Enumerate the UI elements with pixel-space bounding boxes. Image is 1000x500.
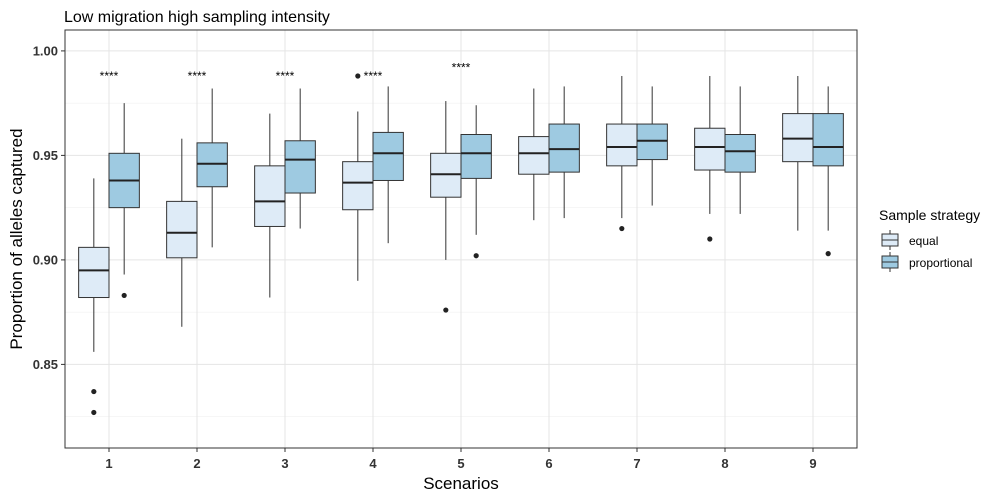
iqr-box [782,113,814,163]
iqr-box [812,113,844,167]
x-tick-label: 9 [809,456,816,471]
significance-label: **** [364,69,383,83]
outlier-point [443,307,449,313]
box-equal-7 [606,75,638,232]
y-tick-label: 1.00 [33,43,58,58]
iqr-box [518,136,550,175]
box-equal-8 [694,75,726,242]
box-equal-2 [166,138,198,327]
x-axis-title: Scenarios [423,474,499,493]
iqr-box [694,127,726,171]
box-proportional-1 [108,103,140,299]
outlier-point [121,292,127,299]
outlier-point [355,73,361,79]
box-equal-9 [782,75,814,231]
x-tick-label: 6 [545,456,552,471]
legend-label: proportional [909,256,972,270]
box-equal-1 [78,178,110,416]
iqr-box [196,142,228,188]
x-tick-label: 7 [633,456,640,471]
significance-label: **** [276,69,295,83]
legend-label: equal [909,234,938,248]
grid [65,30,857,448]
iqr-box [166,200,198,259]
x-tick-label: 2 [193,456,200,471]
outlier-point [707,236,713,242]
outlier-point [619,225,625,232]
significance-label: **** [100,69,119,83]
outlier-point [825,251,831,257]
legend-item-proportional: proportional [881,252,972,272]
boxes [78,73,844,416]
legend-title: Sample strategy [879,207,980,223]
significance-label: **** [188,69,207,83]
legend: Sample strategy equal proportional [879,207,980,272]
iqr-box [430,152,462,198]
box-proportional-4 [372,86,404,244]
iqr-box [636,123,668,161]
box-equal-6 [518,88,550,221]
box-equal-5 [430,101,462,313]
axes: 0.85 0.90 0.95 1.00 1 2 3 4 5 6 7 8 9 [33,43,817,471]
iqr-box [254,165,286,227]
iqr-box [548,123,580,173]
iqr-box [342,161,374,211]
x-tick-label: 1 [105,456,112,471]
box-equal-3 [254,113,286,298]
x-tick-label: 8 [721,456,728,471]
y-tick-label: 0.85 [33,357,58,372]
outlier-point [91,388,97,395]
box-proportional-2 [196,88,228,248]
iqr-box [460,134,492,179]
box-proportional-5 [460,105,492,259]
box-proportional-9 [812,86,844,257]
x-tick-label: 4 [369,456,377,471]
x-tick-label: 5 [457,456,464,471]
legend-item-equal: equal [881,230,938,250]
iqr-box [606,123,638,167]
y-tick-label: 0.90 [33,252,58,267]
significance-label: **** [452,61,471,75]
box-proportional-6 [548,86,580,219]
box-equal-4 [342,73,374,281]
significance-annotations: **** **** **** **** **** [100,61,471,83]
outlier-point [473,253,479,259]
x-tick-label: 3 [281,456,288,471]
iqr-box [78,246,110,299]
chart-title: Low migration high sampling intensity [64,9,330,26]
iqr-box [372,131,404,181]
y-tick-label: 0.95 [33,148,58,163]
iqr-box [724,134,756,173]
outlier-point [91,409,97,416]
iqr-box [284,140,316,194]
box-proportional-3 [284,88,316,229]
box-proportional-8 [724,86,756,214]
y-axis-title: Proportion of alleles captured [7,128,26,349]
box-proportional-7 [636,86,668,206]
